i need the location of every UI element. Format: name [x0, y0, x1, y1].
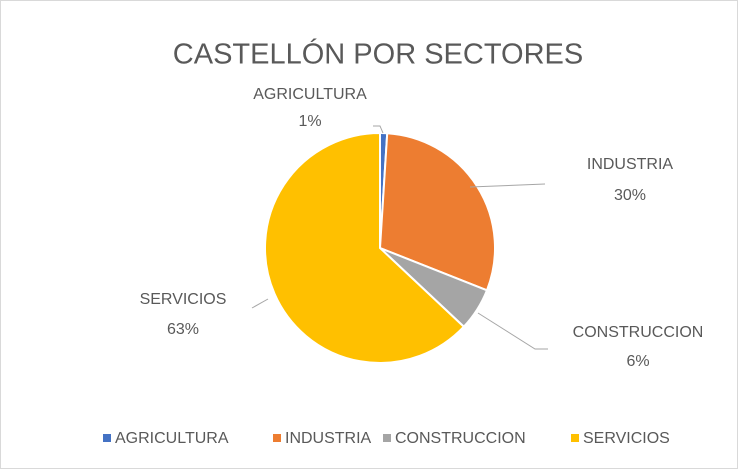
legend-swatch	[571, 434, 579, 442]
leader-line	[469, 183, 546, 188]
data-label-name: INDUSTRIA	[587, 156, 674, 173]
leader-line	[251, 298, 269, 309]
data-label-value: 30%	[614, 187, 646, 204]
data-label-name: CONSTRUCCION	[573, 324, 704, 341]
legend-label: AGRICULTURA	[115, 430, 229, 447]
data-label-value: 1%	[298, 113, 321, 130]
legend-swatch	[103, 434, 111, 442]
leader-line	[373, 125, 384, 134]
pie-slice	[264, 131, 466, 364]
legend-swatch	[273, 434, 281, 442]
legend-swatch	[383, 434, 391, 442]
leader-line	[477, 312, 548, 350]
chart-title: CASTELLÓN POR SECTORES	[173, 38, 583, 71]
legend-label: SERVICIOS	[583, 430, 670, 447]
legend-label: INDUSTRIA	[285, 430, 372, 447]
data-label-value: 6%	[626, 353, 649, 370]
data-label-name: SERVICIOS	[140, 291, 227, 308]
data-label-name: AGRICULTURA	[253, 86, 367, 103]
data-label-value: 63%	[167, 321, 199, 338]
legend-label: CONSTRUCCION	[395, 430, 526, 447]
